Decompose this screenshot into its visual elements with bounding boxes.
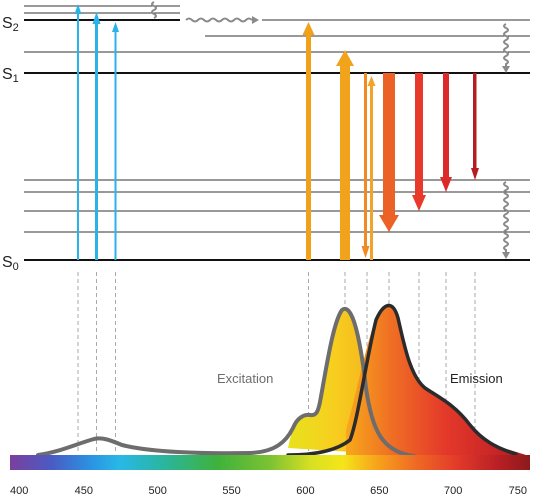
absorption-arrows — [74, 4, 119, 260]
s2-index: 2 — [13, 22, 19, 34]
wavelength-axis: 400 450 500 550 600 650 700 750 — [10, 485, 527, 497]
emission-arrows — [361, 73, 479, 258]
spectrum-curves — [36, 303, 526, 458]
emission-curve-fill — [346, 305, 526, 455]
axis-tick-label: 550 — [222, 485, 240, 497]
absorption-arrow-head — [112, 22, 119, 32]
emission-arrow-shaft — [473, 73, 477, 170]
emission-arrow-head — [361, 246, 370, 258]
absorption-arrow-head — [74, 4, 82, 14]
wavy-relaxation-arrow — [503, 181, 509, 252]
wavy-arrow-heads — [252, 16, 510, 259]
excitation-arrow-shaft — [370, 84, 373, 260]
s0-index: 0 — [13, 261, 19, 273]
axis-tick-label: 400 — [10, 485, 28, 497]
excitation-arrows — [302, 22, 376, 260]
excitation-arrow-shaft — [340, 64, 350, 260]
emission-arrow-shaft — [415, 73, 423, 197]
s1-index: 1 — [13, 73, 19, 85]
s2-letter: S — [2, 15, 13, 32]
excitation-arrow-head — [367, 76, 376, 86]
excitation-label: Excitation — [217, 371, 273, 386]
visible-spectrum-bar — [10, 455, 530, 470]
emission-label: Emission — [450, 371, 503, 386]
emission-arrow-shaft — [383, 73, 395, 217]
energy-levels — [24, 5, 530, 261]
wavy-transfer-arrow — [185, 17, 253, 23]
emission-arrow-head — [379, 215, 399, 232]
absorption-arrow-shaft — [77, 12, 79, 260]
s1-label: S1 — [2, 66, 19, 85]
s2-label: S2 — [2, 15, 19, 34]
level-labels: S2 S1 S0 — [2, 15, 19, 273]
s0-label: S0 — [2, 254, 19, 273]
axis-tick-label: 650 — [370, 485, 388, 497]
excitation-arrow-head — [302, 22, 315, 35]
excitation-curve-fill — [288, 308, 400, 455]
axis-tick-label: 750 — [509, 485, 527, 497]
s0-letter: S — [2, 254, 13, 271]
arrowhead — [502, 252, 510, 259]
arrowhead — [502, 66, 510, 73]
axis-tick-label: 600 — [296, 485, 314, 497]
vibrational-relaxation — [151, 1, 509, 252]
absorption-arrow-shaft — [95, 22, 98, 260]
excitation-arrow-head — [336, 50, 354, 66]
emission-arrow-head — [412, 195, 426, 211]
wavy-relaxation-arrow — [503, 23, 509, 66]
emission-arrow-shaft — [364, 73, 367, 248]
excitation-curve — [36, 306, 416, 458]
s1-letter: S — [2, 66, 13, 83]
absorption-arrow-shaft — [114, 30, 117, 260]
excitation-arrow-shaft — [306, 33, 311, 260]
emission-curve — [286, 303, 518, 457]
absorption-arrow-head — [92, 12, 101, 24]
emission-arrow-head — [471, 168, 479, 180]
axis-tick-label: 500 — [149, 485, 167, 497]
wavy-relaxation-arrow — [151, 1, 157, 19]
axis-tick-label: 700 — [444, 485, 462, 497]
emission-arrow-shaft — [443, 73, 449, 179]
arrowhead — [252, 16, 259, 24]
emission-arrow-head — [440, 177, 452, 192]
axis-tick-label: 450 — [75, 485, 93, 497]
